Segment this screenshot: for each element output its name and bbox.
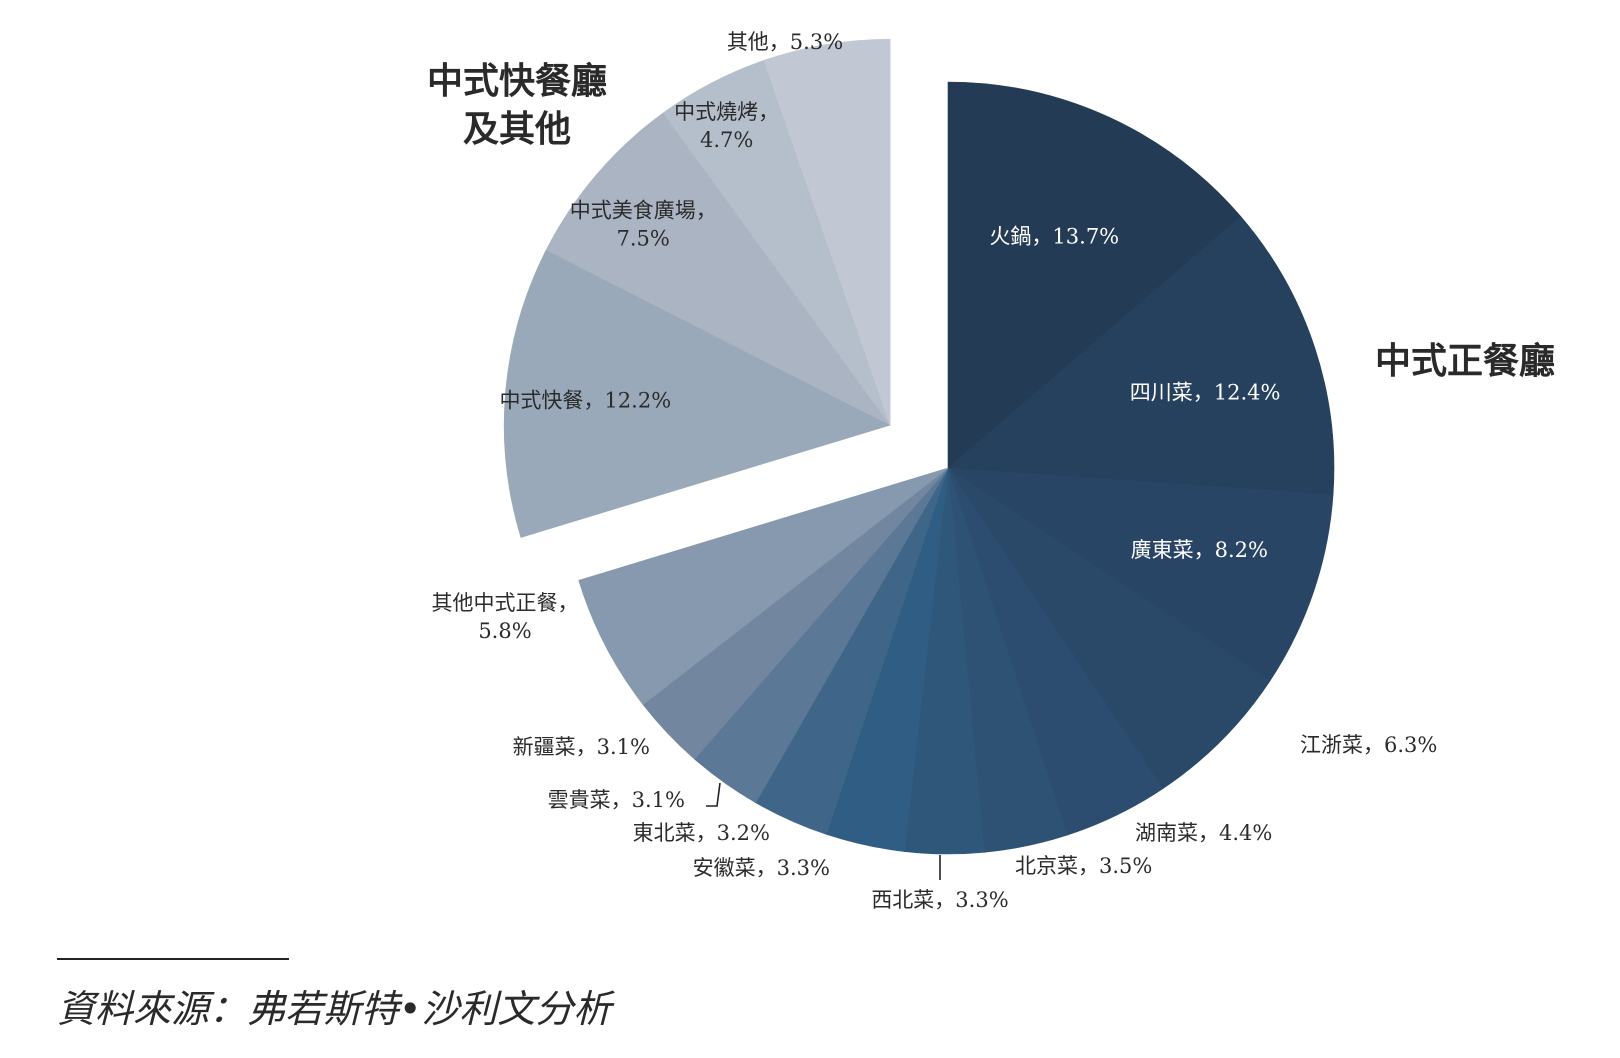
slice-新疆菜-label: 新疆菜，3.1% — [513, 735, 650, 759]
slice-雲貴菜-leader-line — [706, 782, 721, 807]
slice-labels: 火鍋，13.7% 四川菜，12.4% 廣東菜，8.2% 江浙菜，6.3% 湖南菜，4.4… — [432, 30, 1438, 912]
group-title-quick-service: 中式快餐廳及其他 — [427, 60, 607, 150]
slice-中式燒烤-label: 中式燒烤， 4.7% — [674, 100, 779, 152]
slice-火鍋-label: 火鍋，13.7% — [989, 224, 1119, 248]
slice-中式美食廣場-wedge — [545, 112, 891, 426]
slice-江浙菜-label: 江浙菜，6.3% — [1300, 733, 1437, 757]
slice-廣東菜-label: 廣東菜，8.2% — [1131, 538, 1268, 562]
slice-廣東菜-wedge — [946, 467, 1334, 682]
group-title-full-service: 中式正餐廳 — [1375, 340, 1555, 382]
slice-中式美食廣場-label: 中式美食廣場， 7.5% — [570, 199, 717, 251]
slice-四川菜-label: 四川菜，12.4% — [1130, 381, 1281, 405]
slice-安徽菜-label: 安徽菜，3.3% — [693, 856, 830, 880]
group-titles: 中式正餐廳 中式快餐廳及其他 — [427, 60, 1555, 382]
slice-湖南菜-label: 湖南菜，4.4% — [1135, 821, 1272, 845]
slice-中式快餐-wedge — [503, 249, 891, 538]
slice-中式快餐-label: 中式快餐，12.2% — [499, 389, 671, 413]
slice-西北菜-label: 西北菜，3.3% — [871, 888, 1008, 912]
slice-其他-label: 其他，5.3% — [727, 30, 843, 54]
slice-火鍋-wedge — [947, 81, 1242, 469]
slice-其他-wedge — [763, 38, 891, 426]
source-divider — [57, 958, 289, 960]
slice-雲貴菜-label: 雲貴菜，3.1% — [548, 788, 685, 812]
slice-東北菜-label: 東北菜，3.2% — [633, 821, 770, 845]
source-note: 資料來源：弗若斯特•沙利文分析 — [57, 987, 612, 1031]
slice-四川菜-wedge — [947, 215, 1335, 495]
slice-江浙菜-wedge — [947, 467, 1271, 790]
slice-北京菜-label: 北京菜，3.5% — [1015, 854, 1152, 878]
slice-其他中式正餐-wedge — [578, 467, 949, 706]
leader-lines — [706, 782, 941, 880]
slice-其他中式正餐-label: 其他中式正餐， 5.8% — [432, 591, 579, 643]
pie-slices — [503, 38, 1335, 855]
